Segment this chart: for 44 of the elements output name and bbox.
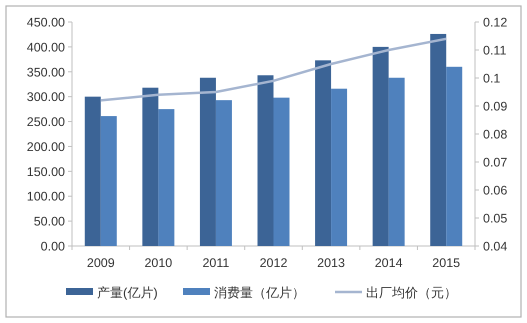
y2-tick-label: 0.07: [483, 156, 508, 170]
bar: [372, 46, 389, 246]
x-tick-label: 2010: [144, 256, 172, 270]
bar: [430, 34, 446, 246]
y-tick-label: 350.00: [26, 65, 66, 80]
legend-label: 产量(亿片): [97, 285, 158, 300]
y-tick-label: 300.00: [26, 90, 66, 104]
y-tick-label: 100.00: [26, 190, 66, 204]
bar: [84, 96, 101, 246]
y2-tick-label: 0.06: [483, 184, 508, 198]
x-tick-label: 2011: [202, 256, 230, 270]
line-series: [100, 38, 448, 102]
y2-tick-label: 0.08: [483, 128, 508, 142]
y2-tick-label: 0.12: [483, 16, 508, 30]
bar: [216, 100, 232, 246]
bar: [258, 75, 274, 246]
x-tick-label: 2013: [317, 256, 346, 270]
x-tick-label: 2015: [432, 256, 460, 270]
y-tick-label: 150.00: [26, 164, 66, 179]
y-tick-label: 50.00: [34, 214, 66, 229]
y-tick-label: 250.00: [26, 115, 66, 130]
legend-label: 出厂均价（元）: [366, 285, 457, 300]
bar: [142, 88, 158, 246]
y-tick-label: 200.00: [26, 140, 66, 154]
x-tick-label: 2009: [86, 256, 115, 270]
x-tick-label: 2012: [260, 256, 288, 270]
y-tick-label: 450.00: [26, 16, 66, 30]
y2-tick-label: 0.1: [483, 72, 500, 86]
y2-tick-label: 0.09: [483, 100, 508, 114]
bar: [446, 66, 462, 246]
bar: [100, 116, 117, 246]
y-tick-label: 400.00: [26, 40, 66, 54]
y2-tick-label: 0.05: [483, 212, 508, 226]
bar: [315, 60, 332, 246]
bar: [158, 109, 174, 246]
y2-tick-label: 0.04: [483, 240, 508, 254]
bar: [274, 98, 290, 246]
legend-label: 消费量（亿片）: [214, 285, 305, 300]
y-tick-label: 0.00: [40, 240, 66, 254]
y2-tick-label: 0.11: [483, 44, 506, 58]
bar: [331, 88, 348, 246]
bar: [200, 78, 216, 246]
bar: [388, 78, 405, 246]
x-tick-label: 2014: [374, 256, 403, 270]
